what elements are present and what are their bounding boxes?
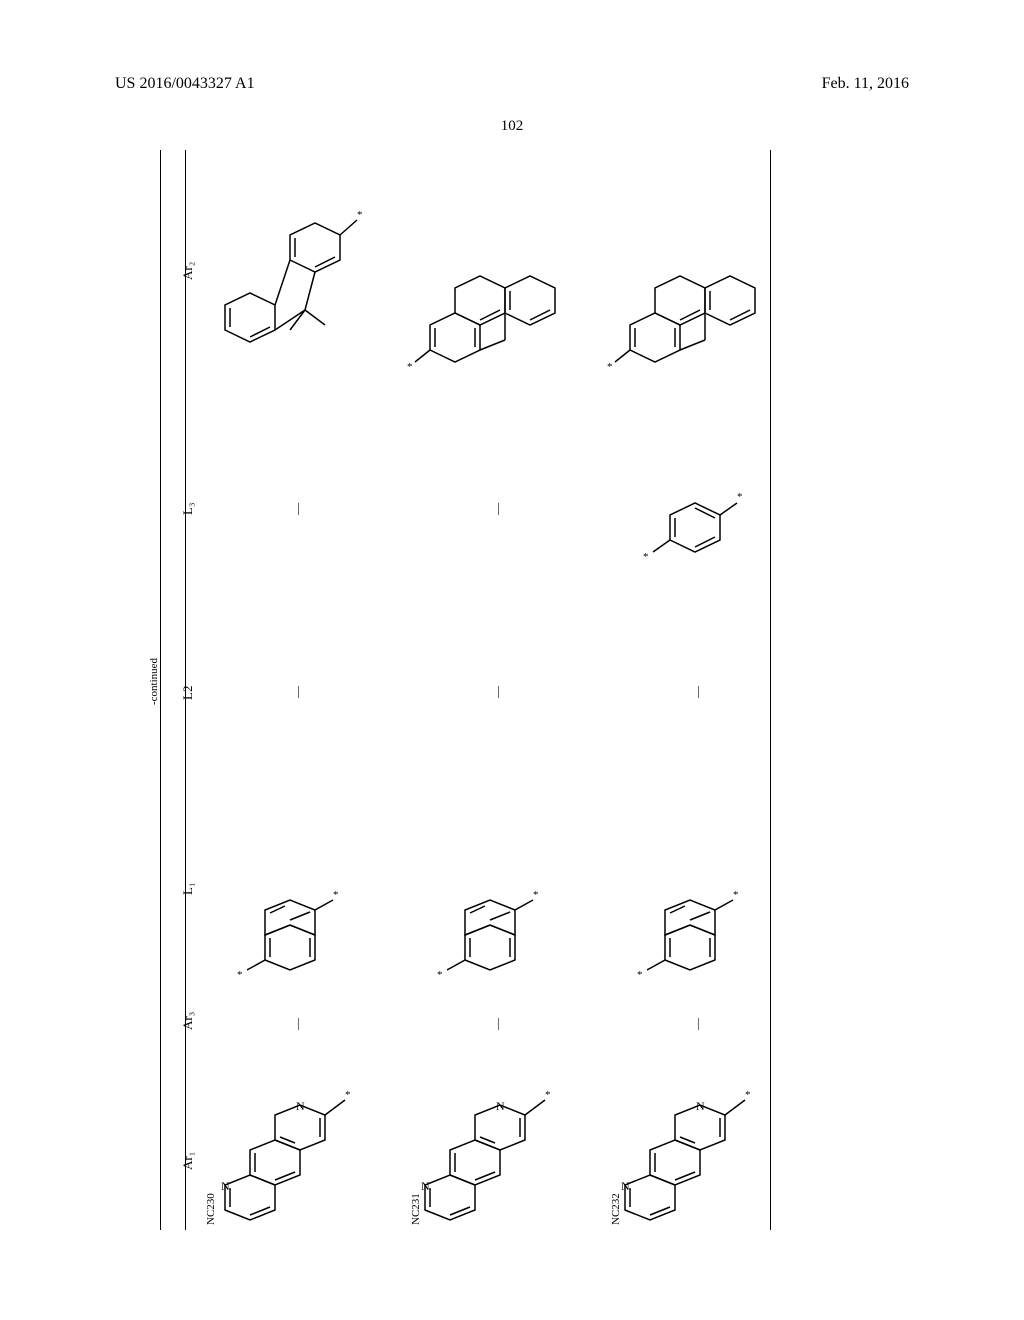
page-number: 102 [0,118,1024,135]
table-caption: -continued [148,658,160,705]
structure-nc231-ar2: * [405,190,585,390]
svg-text:*: * [745,1089,751,1101]
structure-nc232-ar1: N N * [595,1070,760,1225]
svg-text:N: N [696,1099,705,1113]
svg-text:*: * [607,361,613,373]
dash-nc230-l2: — [290,686,305,698]
structure-nc230-ar1: N N * [195,1070,360,1225]
dash-nc230-ar3: — [290,1018,305,1030]
compound-table: -continued Ar₁ Ar₃ L₁ L2 L₃ Ar₂ NC230 NC… [140,150,780,1250]
svg-text:*: * [643,551,649,563]
table-rule-outer [160,150,161,1230]
svg-text:*: * [637,969,643,981]
svg-text:*: * [357,209,363,221]
dash-nc231-l2: — [490,686,505,698]
svg-text:*: * [333,889,339,901]
svg-text:N: N [296,1099,305,1113]
svg-text:*: * [545,1089,551,1101]
structure-nc230-l1: * * [225,810,345,985]
svg-text:N: N [621,1179,630,1193]
dash-nc232-ar3: — [690,1018,705,1030]
structure-nc232-l3: * * [635,440,745,580]
col-l3: L₃ [180,503,196,515]
col-l1: L₁ [180,883,196,895]
structure-nc232-ar2: * [605,190,785,390]
svg-text:*: * [237,969,243,981]
col-ar2: Ar₂ [180,262,196,280]
publication-number: US 2016/0043327 A1 [115,75,255,93]
col-ar3: Ar₃ [180,1012,196,1030]
svg-text:*: * [437,969,443,981]
dash-nc232-l2: — [690,686,705,698]
structure-nc231-l1: * * [425,810,545,985]
svg-text:*: * [533,889,539,901]
dash-nc230-l3: — [290,503,305,515]
dash-nc231-l3: — [490,503,505,515]
svg-text:N: N [221,1179,230,1193]
svg-text:*: * [345,1089,351,1101]
svg-text:*: * [407,361,413,373]
svg-text:*: * [733,889,739,901]
col-l2: L2 [180,686,196,700]
svg-text:N: N [496,1099,505,1113]
svg-text:N: N [421,1179,430,1193]
publication-date: Feb. 11, 2016 [822,75,909,93]
dash-nc231-ar3: — [490,1018,505,1030]
structure-nc230-ar2: * [195,160,385,380]
svg-text:*: * [737,491,743,503]
col-ar1: Ar₁ [180,1152,196,1170]
structure-nc231-ar1: N N * [395,1070,560,1225]
structure-nc232-l1: * * [625,810,745,985]
